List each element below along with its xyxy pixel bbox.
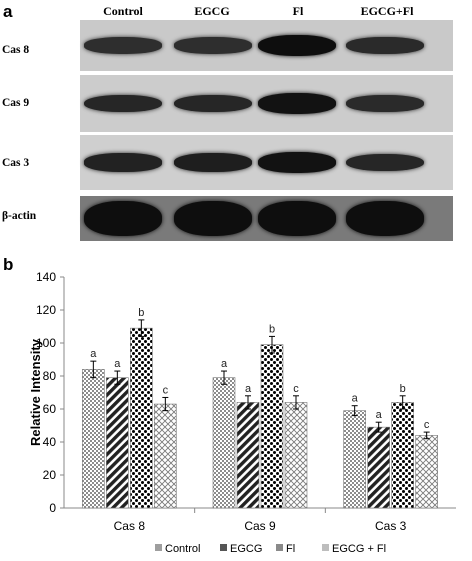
panel-a-letter: a xyxy=(3,2,13,21)
bar xyxy=(212,377,236,509)
significance-letter: b xyxy=(138,307,144,319)
blot-band xyxy=(84,153,162,172)
lane-header-control: Control xyxy=(103,4,143,18)
blot-band xyxy=(346,201,424,236)
blot-band xyxy=(258,34,336,57)
blot-band xyxy=(258,201,336,236)
legend-swatch xyxy=(322,544,329,551)
legend-swatch xyxy=(155,544,162,551)
bar xyxy=(343,410,366,509)
significance-letter: a xyxy=(114,358,121,370)
blot-band xyxy=(84,201,162,236)
blot-band xyxy=(346,36,424,55)
y-axis-title: Relative Intensity xyxy=(28,338,43,446)
bar-chart: 0 20 40 60 80 100 120 140 Relative Intensity Cas … xyxy=(28,270,456,555)
blot-row-label-cas9: Cas 9 xyxy=(2,97,30,109)
bar xyxy=(154,403,177,509)
blot-row-label-beta-actin: β-actin xyxy=(2,210,37,222)
lane-header-egcg-fl: EGCG+Fl xyxy=(360,4,414,18)
bar xyxy=(236,402,260,509)
bar xyxy=(130,327,153,509)
y-tick-label: 80 xyxy=(43,369,57,383)
y-tick-label: 20 xyxy=(43,468,57,482)
blot-band xyxy=(258,152,336,173)
blot-row-label-cas8: Cas 8 xyxy=(2,44,30,56)
x-tick-label: Cas 9 xyxy=(244,519,276,533)
blot-row-label-cas3: Cas 3 xyxy=(2,157,30,169)
blot-band xyxy=(346,94,424,113)
bar xyxy=(415,435,438,509)
bar xyxy=(391,402,414,509)
blot-band xyxy=(174,37,252,54)
legend-swatch xyxy=(220,544,227,551)
legend-swatch xyxy=(276,544,283,551)
bar xyxy=(260,344,284,509)
significance-letter: c xyxy=(293,383,299,395)
y-tick-label: 0 xyxy=(49,501,56,515)
significance-letter: c xyxy=(424,419,430,431)
y-tick-label: 120 xyxy=(36,303,56,317)
significance-letter: a xyxy=(352,393,359,405)
blot-band xyxy=(258,93,336,114)
y-tick-label: 140 xyxy=(36,270,56,284)
significance-letter: a xyxy=(245,383,252,395)
blot-band xyxy=(174,201,252,236)
y-tick-label: 100 xyxy=(36,336,56,350)
significance-letter: a xyxy=(221,358,228,370)
bar xyxy=(367,426,390,509)
blot-band xyxy=(84,94,162,113)
y-tick-label: 60 xyxy=(43,402,57,416)
bar xyxy=(284,402,308,509)
significance-letter: b xyxy=(400,383,406,395)
x-tick-label: Cas 8 xyxy=(114,519,146,533)
legend-label: EGCG + Fl xyxy=(332,543,386,555)
x-tick-label: Cas 3 xyxy=(375,519,407,533)
significance-letter: a xyxy=(376,409,383,421)
y-tick-label: 40 xyxy=(43,435,57,449)
blot-band xyxy=(174,94,252,113)
bar xyxy=(106,377,129,509)
blot-band xyxy=(346,153,424,172)
legend-label: Control xyxy=(165,543,200,555)
blot-band xyxy=(174,153,252,172)
lane-header-fl: Fl xyxy=(292,4,304,18)
legend-label: EGCG xyxy=(230,543,262,555)
significance-letter: a xyxy=(90,348,97,360)
lane-header-egcg: EGCG xyxy=(194,4,230,18)
blot-band xyxy=(84,37,162,54)
significance-letter: c xyxy=(163,384,169,396)
significance-letter: b xyxy=(269,323,275,335)
legend-label: Fl xyxy=(286,543,295,555)
bar xyxy=(82,369,105,509)
panel-b-letter: b xyxy=(3,255,14,274)
